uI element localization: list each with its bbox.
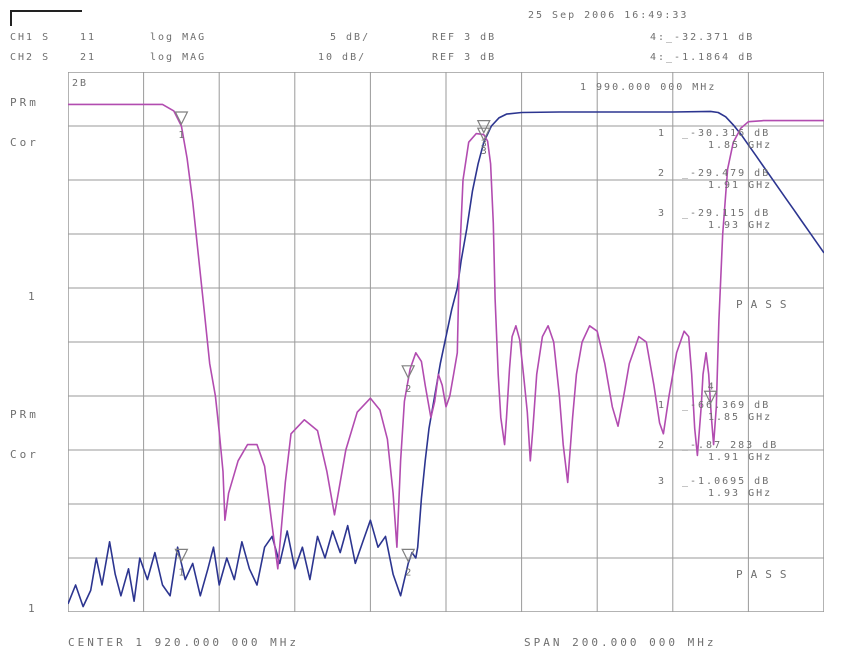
ch2-format: log MAG xyxy=(150,52,207,63)
center-frequency: CENTER 1 920.000 000 MHz xyxy=(68,636,299,649)
ch2-marker3-freq: 1.93 GHz xyxy=(708,488,773,499)
ch1-prm-label: PRm xyxy=(10,96,39,109)
ch2-marker3-id: 3 xyxy=(658,476,667,487)
top-left-bracket xyxy=(10,10,82,26)
ch1-marker2-id: 2 xyxy=(658,168,667,179)
marker-2-s21-label: 2 xyxy=(405,567,411,578)
ch2-marker1-id: 1 xyxy=(658,400,667,411)
ch2-param: 21 xyxy=(80,52,97,63)
marker-2-s11 xyxy=(401,365,416,380)
marker-2-s11-label: 2 xyxy=(405,384,411,395)
ch2-marker1-freq: 1.85 GHz xyxy=(708,412,773,423)
ch2-marker2-id: 2 xyxy=(658,440,667,451)
ch1-scale: 5 dB/ xyxy=(330,32,371,43)
ch1-marker4-readout: 4:_-32.371 dB xyxy=(650,32,755,43)
ch1-param: 11 xyxy=(80,32,97,43)
s21-trace xyxy=(68,110,824,608)
marker-1-s11 xyxy=(174,111,189,126)
marker-3-s21 xyxy=(476,127,491,142)
network-analyzer-plot: 1 2 3 1 2 3 4 xyxy=(68,72,824,612)
ch1-pass-status: PASS xyxy=(736,298,795,311)
box-label: 2B xyxy=(72,78,89,89)
marker-1-s21-label: 1 xyxy=(178,567,184,578)
ch1-cor-label: Cor xyxy=(10,136,39,149)
ch1-ref: REF 3 dB xyxy=(432,32,497,43)
ch1-marker3-value: _-29.115 dB xyxy=(682,208,771,219)
ch1-format: log MAG xyxy=(150,32,207,43)
ch2-label: CH2 S xyxy=(10,52,51,63)
ch1-marker1-value: _-30.316 dB xyxy=(682,128,771,139)
marker-3-s11 xyxy=(476,120,491,134)
ch2-pass-status: PASS xyxy=(736,568,795,581)
ch1-marker2-value: _-29.479 dB xyxy=(682,168,771,179)
s11-trace xyxy=(68,103,824,570)
ch2-marker3-value: _-1.0695 dB xyxy=(682,476,771,487)
ch2-marker4-readout: 4:_-1.1864 dB xyxy=(650,52,755,63)
ch1-label: CH1 S xyxy=(10,32,51,43)
ch2-cor-label: Cor xyxy=(10,448,39,461)
ch1-marker1-freq: 1.85 GHz xyxy=(708,140,773,151)
ch1-marker3-id: 3 xyxy=(658,208,667,219)
plot-area: 1 2 3 1 2 3 4 2B 1 990.000 000 MHz 1 _-30.316 … xyxy=(68,72,824,612)
ch1-marker3-freq: 1.93 GHz xyxy=(708,220,773,231)
ch1-marker1-id: 1 xyxy=(658,128,667,139)
ch2-scale: 10 dB/ xyxy=(318,52,367,63)
marker-2-s21 xyxy=(401,548,416,563)
marker-1-s11-label: 1 xyxy=(178,130,184,141)
ch2-marker2-freq: 1.91 GHz xyxy=(708,452,773,463)
ch1-marker2-freq: 1.91 GHz xyxy=(708,180,773,191)
marker-3-s11-label: 3 xyxy=(481,139,487,150)
marker-3-s21-label: 3 xyxy=(481,146,487,157)
date-time: 25 Sep 2006 16:49:33 xyxy=(528,10,689,21)
marker-4-label: 4 xyxy=(708,381,714,392)
ch2-marker2-value: _-.87 283 dB xyxy=(682,440,779,451)
span-frequency: SPAN 200.000 000 MHz xyxy=(524,636,717,649)
marker-1-s21 xyxy=(174,548,189,563)
ch1-ref-mark: 1 xyxy=(28,290,38,303)
ch2-ref-mark: 1 xyxy=(28,602,38,615)
ch2-marker1-value: _-66.369 dB xyxy=(682,400,771,411)
marker4-frequency: 1 990.000 000 MHz xyxy=(580,82,717,93)
marker-4-s11 xyxy=(703,390,718,405)
ch2-prm-label: PRm xyxy=(10,408,39,421)
ch2-ref: REF 3 dB xyxy=(432,52,497,63)
